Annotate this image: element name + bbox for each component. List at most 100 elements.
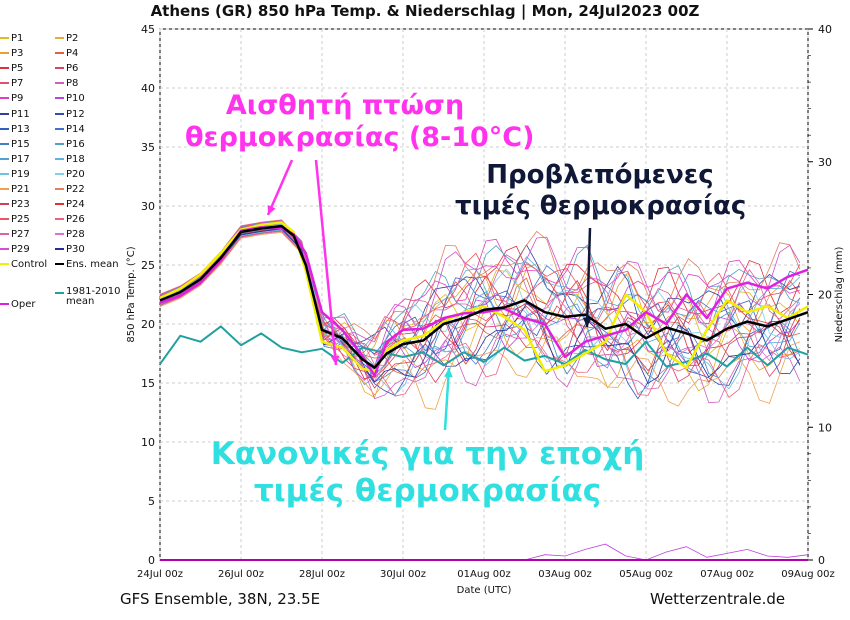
annotation-normal: Κανονικές για την εποχή τιμές θερμοκρασί… bbox=[200, 436, 655, 509]
x-tick-label: 26Jul 00z bbox=[218, 569, 264, 580]
x-tick-label: 07Aug 00z bbox=[700, 569, 753, 580]
legend-label: 1981-2010 mean bbox=[66, 286, 121, 307]
legend-item-p3: P3 bbox=[0, 48, 23, 60]
legend-item-p18: P18 bbox=[55, 154, 85, 166]
legend-label: P4 bbox=[66, 48, 79, 60]
legend-item-p2: P2 bbox=[55, 33, 78, 45]
legend-label: P18 bbox=[66, 153, 85, 165]
y-tick-label: 15 bbox=[141, 377, 155, 390]
legend-label: P26 bbox=[66, 214, 85, 226]
legend-item-p25: P25 bbox=[0, 214, 30, 226]
legend-item-p5: P5 bbox=[0, 63, 23, 75]
legend-label: P28 bbox=[66, 229, 85, 241]
legend-label: P16 bbox=[66, 138, 85, 150]
x-tick-label: 30Jul 00z bbox=[380, 569, 426, 580]
chart-title: Athens (GR) 850 hPa Temp. & Niederschlag… bbox=[150, 2, 700, 20]
series-line-clim-mean bbox=[159, 325, 809, 368]
legend-label: P11 bbox=[11, 108, 30, 120]
arrow-drop-peak-head bbox=[267, 205, 276, 215]
legend-swatch bbox=[55, 248, 64, 251]
legend-item-p8: P8 bbox=[55, 78, 78, 90]
legend-item-p10: P10 bbox=[55, 93, 85, 105]
y2-tick-label: 40 bbox=[818, 23, 832, 36]
legend-label: P17 bbox=[11, 153, 30, 165]
annotation-forecast-line-1: Προβλεπόμενες bbox=[486, 160, 714, 190]
legend-swatch bbox=[55, 157, 64, 160]
legend-swatch bbox=[0, 203, 9, 206]
arrow-drop-low bbox=[314, 159, 338, 366]
legend-item-ens-mean: Ens. mean bbox=[55, 259, 119, 271]
y2-axis-label: Niederschlag (mm) bbox=[834, 247, 845, 343]
legend-item-p14: P14 bbox=[55, 124, 85, 136]
legend-item-p29: P29 bbox=[0, 244, 30, 256]
legend-label: P24 bbox=[66, 199, 85, 211]
series-line-p15 bbox=[159, 228, 801, 383]
legend-item-p26: P26 bbox=[55, 214, 85, 226]
annotation-temperature-drop: Αισθητή πτώση θερμοκρασίας (8-10°C) bbox=[185, 90, 534, 154]
legend-item-p30: P30 bbox=[55, 244, 85, 256]
y-tick-label: 35 bbox=[141, 141, 155, 154]
legend-swatch bbox=[55, 218, 64, 221]
legend-swatch bbox=[0, 82, 9, 85]
y-tick-label: 25 bbox=[141, 259, 155, 272]
legend-swatch bbox=[0, 248, 9, 251]
legend-item-p12: P12 bbox=[55, 109, 85, 121]
legend-swatch bbox=[0, 112, 9, 115]
legend-label: P5 bbox=[11, 63, 24, 75]
footer-model-info: GFS Ensemble, 38N, 23.5E bbox=[120, 590, 321, 608]
legend-swatch bbox=[55, 142, 64, 145]
legend-label: P13 bbox=[11, 123, 30, 135]
legend-swatch bbox=[55, 203, 64, 206]
footer-source: Wetterzentrale.de bbox=[650, 590, 786, 608]
x-tick-label: 24Jul 00z bbox=[137, 569, 183, 580]
legend-item-p19: P19 bbox=[0, 169, 30, 181]
y-tick-label: 5 bbox=[148, 495, 155, 508]
legend-swatch bbox=[0, 188, 9, 190]
y-tick-label: 10 bbox=[141, 436, 155, 449]
series-line-ens-mean bbox=[159, 224, 809, 369]
legend-label: P2 bbox=[66, 33, 79, 44]
legend-swatch bbox=[0, 127, 9, 130]
legend-item-p27: P27 bbox=[0, 229, 30, 241]
arrow-normal-head bbox=[444, 368, 453, 378]
legend-swatch bbox=[55, 112, 64, 115]
legend-label: P15 bbox=[11, 138, 30, 150]
arrow-normal bbox=[443, 367, 451, 431]
legend-label: P6 bbox=[66, 63, 79, 75]
legend-swatch bbox=[0, 37, 9, 39]
x-tick-label: 09Aug 00z bbox=[781, 569, 834, 580]
legend-label: Ens. mean bbox=[66, 259, 119, 270]
legend-label: Oper bbox=[11, 299, 36, 310]
legend-swatch bbox=[0, 172, 9, 175]
legend-swatch bbox=[55, 97, 64, 100]
legend-label: P25 bbox=[11, 214, 30, 226]
legend-swatch bbox=[55, 82, 64, 85]
legend-swatch bbox=[55, 67, 64, 70]
legend-label: P30 bbox=[66, 244, 85, 256]
y-tick-label: 40 bbox=[141, 82, 155, 95]
series-line-p21 bbox=[159, 231, 801, 410]
arrow-drop-low-head bbox=[330, 355, 340, 365]
legend-item-p13: P13 bbox=[0, 124, 30, 136]
legend-swatch bbox=[55, 37, 64, 39]
y2-tick-label: 0 bbox=[818, 554, 825, 567]
legend-swatch bbox=[0, 263, 9, 265]
legend-swatch bbox=[55, 292, 64, 294]
legend-label: P20 bbox=[66, 168, 85, 180]
legend-label: P7 bbox=[11, 78, 24, 90]
annotation-drop-line-1: Αισθητή πτώση bbox=[225, 90, 465, 121]
legend-label: P27 bbox=[11, 229, 30, 241]
legend-swatch bbox=[55, 52, 64, 55]
legend-swatch bbox=[55, 263, 64, 265]
legend-item-p20: P20 bbox=[55, 169, 85, 181]
legend-item-p15: P15 bbox=[0, 139, 30, 151]
legend-label: Control bbox=[11, 259, 48, 270]
legend-label: P23 bbox=[11, 199, 30, 211]
series-line-p29 bbox=[159, 220, 801, 343]
x-tick-label: 28Jul 00z bbox=[299, 569, 345, 580]
legend-swatch bbox=[0, 233, 9, 236]
legend-label: P12 bbox=[66, 108, 85, 120]
legend-item-p9: P9 bbox=[0, 93, 23, 105]
legend-label: P8 bbox=[66, 78, 79, 90]
legend-item-p16: P16 bbox=[55, 139, 85, 151]
